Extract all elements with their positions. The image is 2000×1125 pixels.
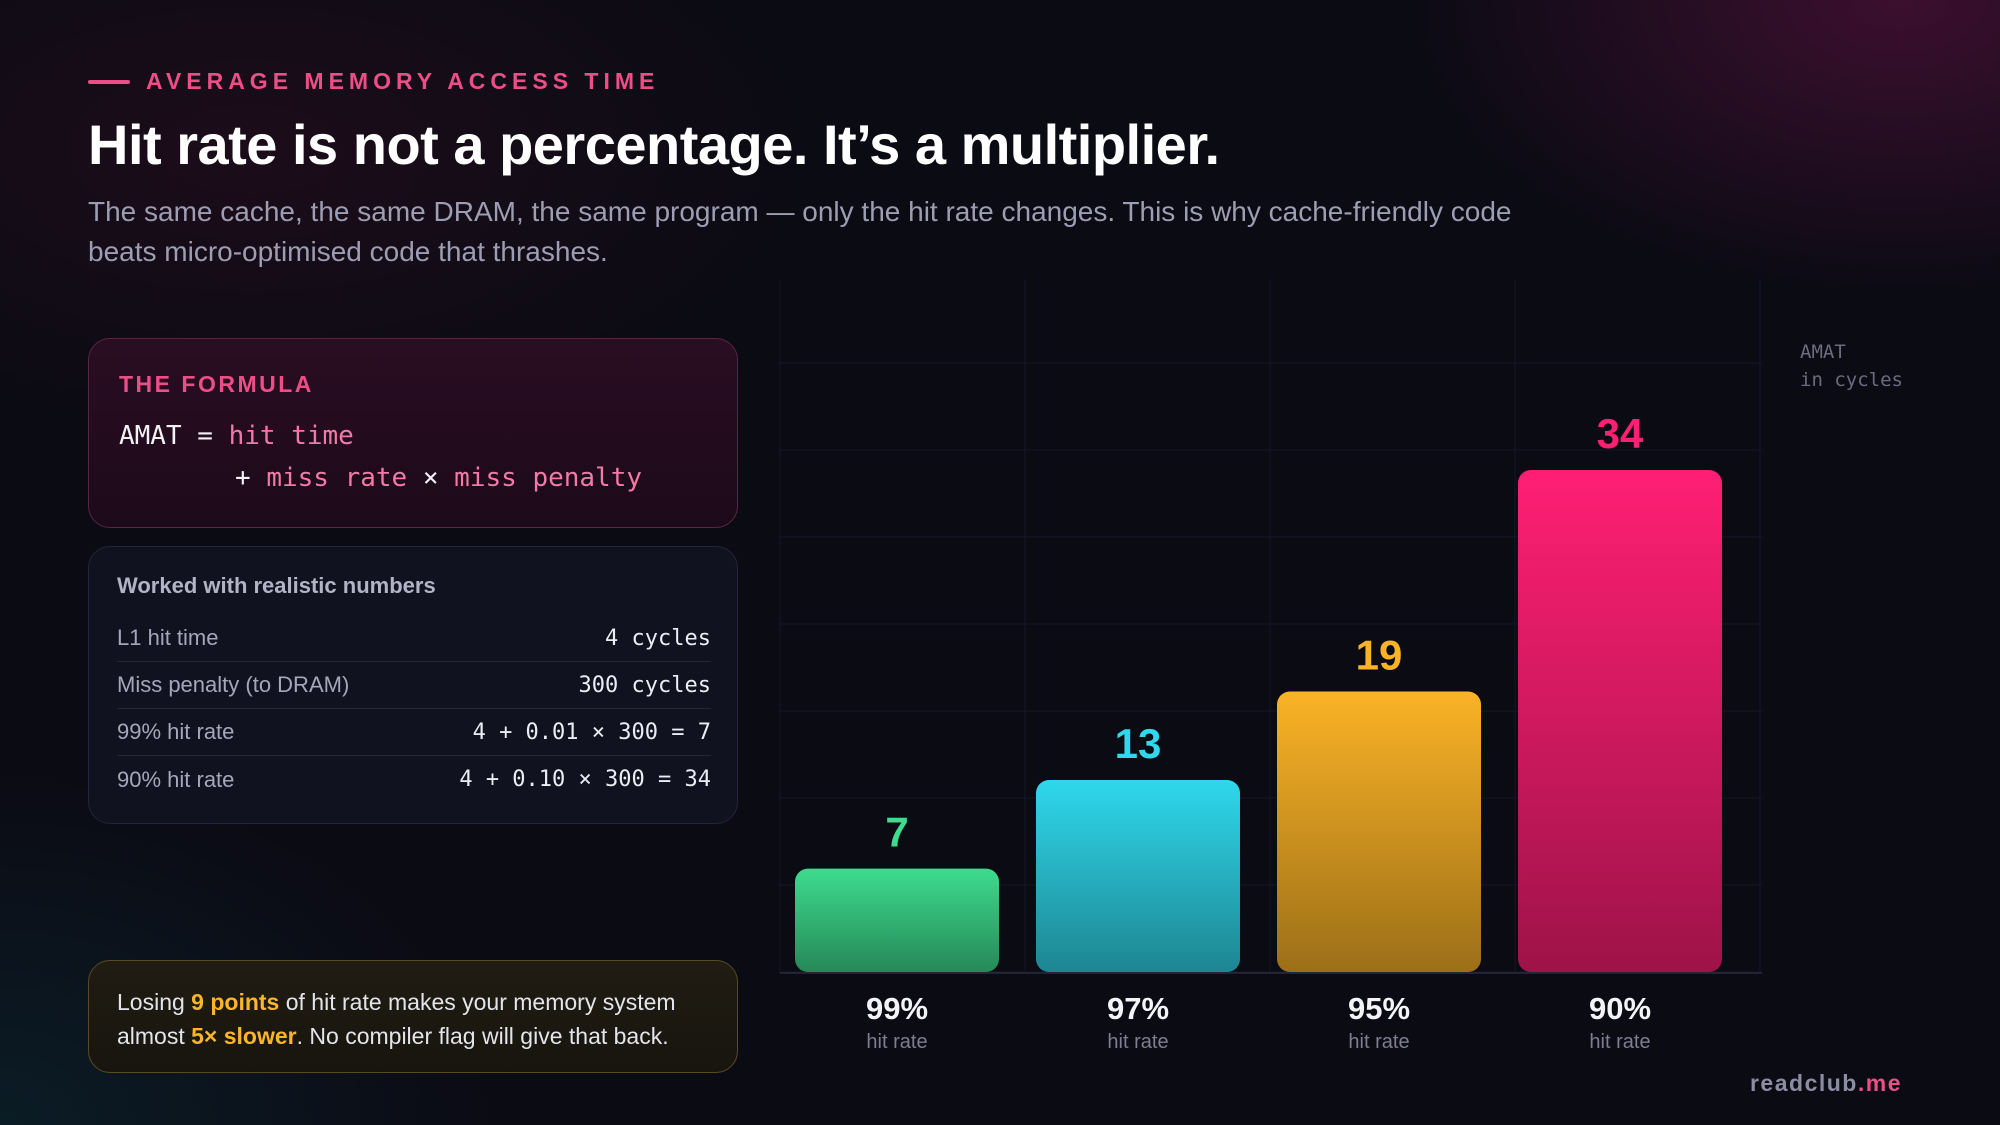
bar-90pct (1518, 470, 1722, 972)
worked-title: Worked with realistic numbers (117, 573, 436, 598)
page-title: Hit rate is not a percentage. It’s a mul… (88, 113, 1220, 176)
bar-97pct (1036, 780, 1240, 972)
callout-text: Losing 9 points of hit rate makes your m… (117, 985, 717, 1053)
callout-text-part: of hit rate makes your memory system alm… (117, 989, 676, 1049)
bar-value-label: 13 (1115, 720, 1162, 767)
formula-card: THE FORMULA AMAT = hit time + miss rate … (88, 338, 738, 528)
formula-hit-time: hit time (228, 421, 354, 451)
formula-plus: + (235, 463, 267, 493)
eyebrow: AVERAGE MEMORY ACCESS TIME (88, 68, 659, 95)
worked-row-value: 4 cycles (605, 625, 711, 651)
page-subtitle: The same cache, the same DRAM, the same … (88, 196, 1512, 267)
category-sublabel: hit rate (866, 1031, 927, 1053)
takeaway-callout: Losing 9 points of hit rate makes your m… (88, 960, 738, 1073)
formula-times: × (407, 463, 455, 493)
worked-row-key: 99% hit rate (117, 719, 235, 744)
worked-row: L1 hit time 4 cycles (117, 615, 711, 662)
worked-row-key: L1 hit time (117, 625, 219, 650)
category-sublabel: hit rate (1107, 1031, 1168, 1053)
formula-line-2: + miss rate × miss penalty (235, 463, 642, 493)
bar-95pct (1277, 691, 1481, 972)
category-label: 97% (1107, 991, 1169, 1026)
brand-tld: .me (1857, 1070, 1902, 1096)
worked-row: Miss penalty (to DRAM) 300 cycles (117, 662, 711, 709)
bar-99pct (795, 868, 999, 972)
bar-value-label: 34 (1597, 410, 1644, 457)
category-label: 90% (1589, 991, 1651, 1026)
callout-highlight-points: 9 points (191, 989, 280, 1015)
worked-row-value: 300 cycles (578, 672, 711, 698)
worked-row-key: 90% hit rate (117, 766, 235, 792)
worked-row-key: Miss penalty (to DRAM) (117, 672, 350, 697)
eyebrow-text: AVERAGE MEMORY ACCESS TIME (146, 68, 660, 94)
category-sublabel: hit rate (1348, 1031, 1409, 1053)
formula-miss-penalty: miss penalty (454, 463, 643, 493)
category-sublabel: hit rate (1589, 1031, 1650, 1053)
category-label: 95% (1348, 991, 1410, 1026)
worked-row: 99% hit rate 4 + 0.01 × 300 = 7 (117, 709, 711, 756)
worked-row-value: 4 + 0.01 × 300 = 7 (472, 719, 711, 745)
formula-miss-rate: miss rate (266, 463, 408, 493)
callout-highlight-slower: 5× slower (191, 1023, 297, 1049)
category-label: 99% (866, 991, 928, 1026)
eyebrow-rule (88, 79, 130, 84)
bar-value-label: 19 (1356, 631, 1403, 678)
formula-lhs: AMAT = (119, 421, 229, 451)
brand-name: readclub (1749, 1070, 1858, 1096)
worked-row-value: 4 + 0.10 × 300 = 34 (459, 767, 711, 792)
brand-logo[interactable]: readclub.me (1750, 1070, 1902, 1097)
bar-value-label: 7 (885, 809, 908, 856)
y-axis-label: AMAT in cycles (1800, 341, 1903, 391)
worked-row: 90% hit rate 4 + 0.10 × 300 = 34 (117, 756, 711, 803)
callout-text-part: . No compiler flag will give that back. (296, 1023, 669, 1049)
worked-example-card: Worked with realistic numbers L1 hit tim… (88, 546, 738, 824)
formula-label: THE FORMULA (119, 371, 314, 397)
formula-line-1: AMAT = hit time (119, 421, 354, 451)
chart-bars: 7 99% hit rate 13 97% hit rate 19 95% hit rate 34… (780, 410, 1762, 1053)
callout-text-part: Losing (117, 989, 192, 1015)
